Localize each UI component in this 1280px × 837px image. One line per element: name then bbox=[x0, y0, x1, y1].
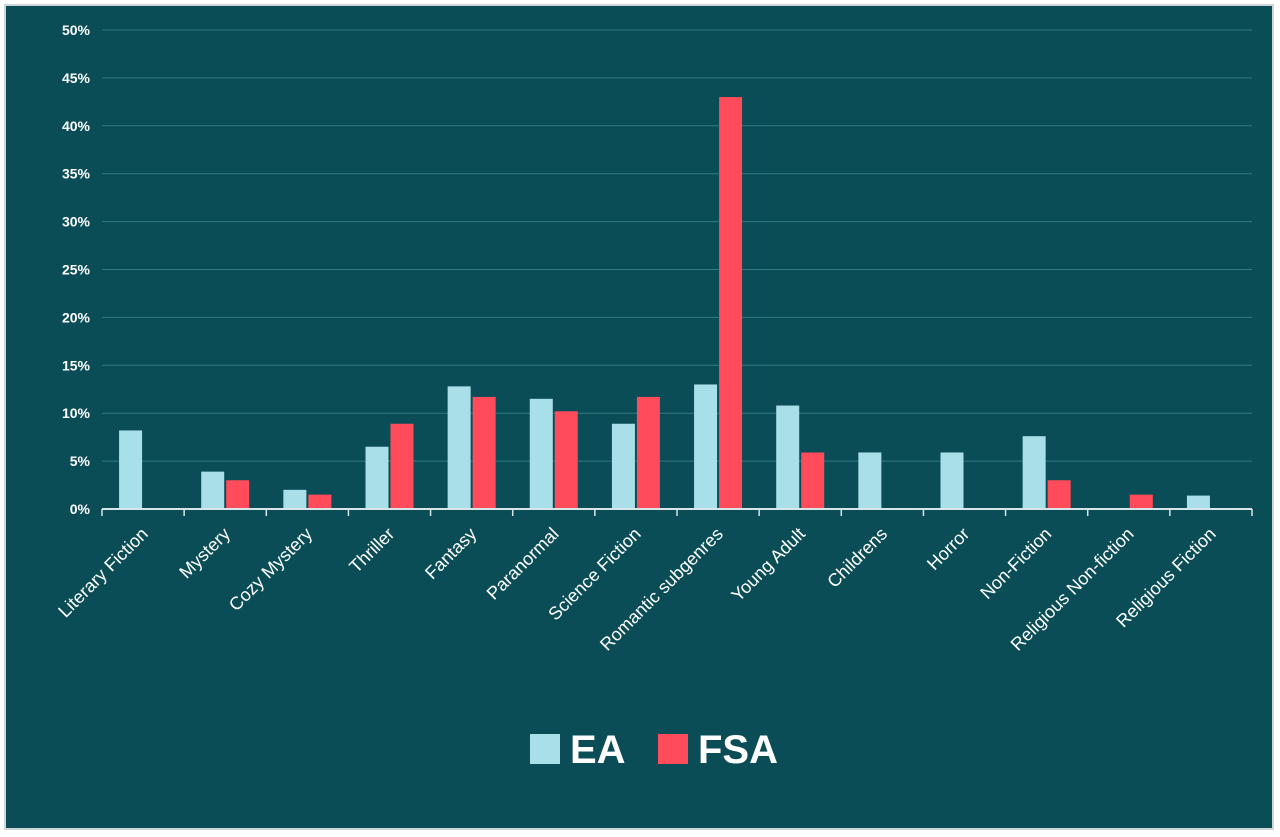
bar-ea bbox=[694, 384, 718, 509]
x-tick-label: Young Adult bbox=[727, 524, 809, 606]
bar-fsa bbox=[1129, 494, 1153, 509]
legend: EA FSA bbox=[530, 728, 778, 772]
x-tick-label: Thriller bbox=[345, 524, 398, 577]
bar-ea bbox=[611, 423, 635, 509]
legend-swatch-fsa bbox=[658, 734, 688, 764]
x-tick-label: Literary Fiction bbox=[54, 524, 152, 622]
bar-fsa bbox=[719, 97, 743, 509]
bar-ea bbox=[119, 430, 143, 509]
bar-fsa bbox=[1047, 480, 1071, 509]
x-tick-label: Mystery bbox=[175, 524, 234, 583]
legend-label-fsa: FSA bbox=[698, 728, 778, 772]
x-tick-label: Paranormal bbox=[483, 524, 563, 604]
bar-ea bbox=[365, 446, 389, 509]
bar-ea bbox=[858, 452, 882, 509]
bar-ea bbox=[201, 471, 225, 509]
x-tick-label: Cozy Mystery bbox=[225, 524, 316, 615]
gridlines bbox=[102, 29, 1252, 462]
bar-ea bbox=[1186, 495, 1210, 509]
x-tick-label: Horror bbox=[923, 524, 973, 574]
bar-fsa bbox=[308, 494, 332, 509]
x-tick-label: Non-Fiction bbox=[976, 524, 1055, 603]
bar-fsa bbox=[801, 452, 825, 509]
bar-ea bbox=[1022, 436, 1046, 509]
bars bbox=[119, 97, 1210, 509]
x-axis bbox=[101, 508, 1253, 516]
bar-ea bbox=[529, 398, 553, 509]
y-tick-label: 50% bbox=[62, 22, 91, 38]
y-tick-label: 5% bbox=[70, 453, 91, 469]
y-tick-label: 0% bbox=[70, 501, 91, 517]
legend-swatch-ea bbox=[530, 734, 560, 764]
legend-label-ea: EA bbox=[570, 728, 626, 772]
bar-ea bbox=[283, 489, 307, 509]
y-axis-ticks: 0% 5% 10% 15% 20% 25% 30% 35% 40% 45% 50% bbox=[62, 22, 91, 517]
bar-fsa bbox=[226, 480, 250, 509]
bar-chart: 0% 5% 10% 15% 20% 25% 30% 35% 40% 45% 50% Literary… bbox=[54, 22, 1253, 772]
y-tick-label: 25% bbox=[62, 262, 91, 278]
y-tick-label: 40% bbox=[62, 118, 91, 134]
bar-fsa bbox=[636, 396, 660, 509]
y-tick-label: 10% bbox=[62, 405, 91, 421]
bar-fsa bbox=[554, 411, 578, 509]
y-tick-label: 15% bbox=[62, 357, 91, 373]
bar-ea bbox=[940, 452, 964, 509]
x-tick-label: Childrens bbox=[823, 524, 891, 592]
y-tick-label: 45% bbox=[62, 70, 91, 86]
bar-ea bbox=[776, 405, 800, 509]
y-tick-label: 20% bbox=[62, 309, 91, 325]
x-tick-label: Fantasy bbox=[421, 524, 480, 583]
bar-fsa bbox=[472, 396, 496, 509]
y-tick-label: 30% bbox=[62, 214, 91, 230]
chart-frame: 0% 5% 10% 15% 20% 25% 30% 35% 40% 45% 50% Literary… bbox=[4, 4, 1274, 830]
bar-fsa bbox=[390, 423, 414, 509]
y-tick-label: 35% bbox=[62, 166, 91, 182]
bar-ea bbox=[447, 386, 471, 509]
